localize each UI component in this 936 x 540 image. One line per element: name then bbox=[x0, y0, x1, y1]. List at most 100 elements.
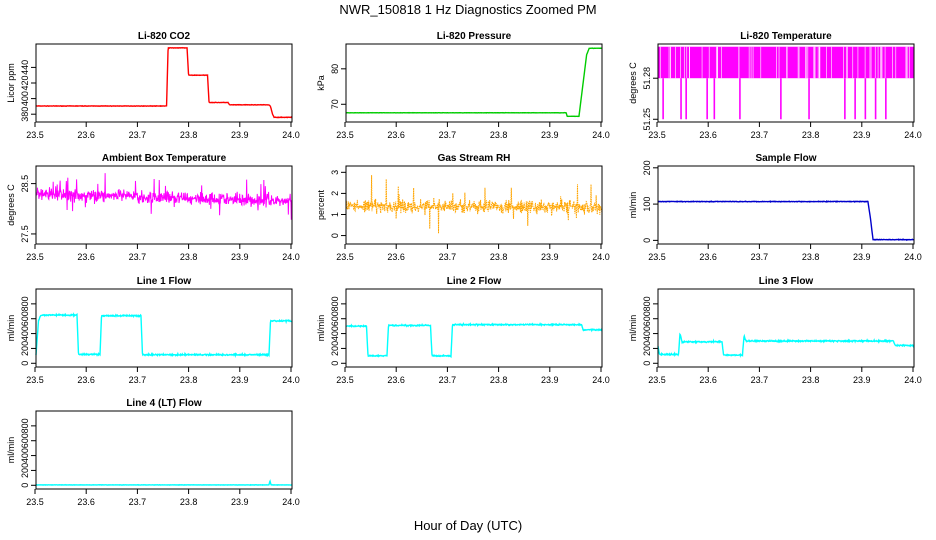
y-tick-label: 400 bbox=[642, 326, 652, 341]
x-tick-label: 23.9 bbox=[541, 252, 559, 262]
plot-frame bbox=[657, 43, 915, 123]
x-tick-label: 24.0 bbox=[282, 252, 300, 262]
y-tick-label: 800 bbox=[20, 296, 30, 311]
chart-panel-7: Line 1 Flow 23.5 23.6 23.7 23.8 23.9 24.0 0 2004… bbox=[6, 276, 300, 385]
x-tick-label: 23.6 bbox=[77, 497, 95, 507]
x-tick-label: 23.9 bbox=[853, 130, 871, 140]
chart-panel-8: Line 2 Flow 23.5 23.6 23.7 23.8 23.9 24.0 0 2004… bbox=[316, 276, 610, 385]
y-tick-label: 800 bbox=[642, 296, 652, 311]
x-tick-label: 23.8 bbox=[180, 497, 198, 507]
x-tick-label: 23.7 bbox=[751, 375, 769, 385]
x-tick-label: 23.6 bbox=[387, 375, 405, 385]
y-tick-label: 800 bbox=[20, 418, 30, 433]
x-tick-label: 23.8 bbox=[180, 130, 198, 140]
x-tick-label: 24.0 bbox=[282, 497, 300, 507]
y-tick-label: 3 bbox=[330, 170, 340, 175]
x-tick-label: 23.6 bbox=[77, 252, 95, 262]
x-tick-label: 23.8 bbox=[180, 252, 198, 262]
y-axis-label: Licor ppm bbox=[6, 63, 16, 103]
x-tick-label: 23.7 bbox=[751, 252, 769, 262]
x-tick-label: 23.5 bbox=[26, 375, 44, 385]
y-tick-label: 80 bbox=[330, 64, 340, 74]
y-tick-label: 400 bbox=[20, 91, 30, 106]
y-axis-label: percent bbox=[316, 189, 326, 220]
x-tick-label: 23.8 bbox=[490, 130, 508, 140]
plot-area bbox=[345, 47, 603, 118]
x-tick-label: 23.6 bbox=[387, 130, 405, 140]
plot-frame bbox=[35, 288, 293, 368]
chart-panel-3: Li-820 Temperature 23.5 23.6 23.7 23.8 23.9 24… bbox=[628, 31, 922, 140]
x-tick-label: 23.6 bbox=[699, 252, 717, 262]
y-tick-label: 420 bbox=[20, 75, 30, 90]
plot-area bbox=[658, 46, 914, 120]
y-axis-label: ml/min bbox=[628, 315, 638, 342]
y-axis-label: ml/min bbox=[6, 437, 16, 464]
series-line-1 bbox=[345, 322, 603, 359]
y-tick-label: 600 bbox=[20, 433, 30, 448]
y-axis-label: ml/min bbox=[628, 192, 638, 219]
x-tick-label: 23.8 bbox=[802, 375, 820, 385]
x-tick-label: 24.0 bbox=[592, 252, 610, 262]
y-tick-label: 200 bbox=[20, 341, 30, 356]
x-tick-label: 23.7 bbox=[751, 130, 769, 140]
x-tick-label: 23.7 bbox=[129, 497, 147, 507]
series-line-1 bbox=[345, 47, 603, 118]
panel-title: Line 1 Flow bbox=[137, 276, 192, 287]
y-tick-label: 0 bbox=[20, 361, 30, 366]
plot-area bbox=[35, 312, 293, 359]
y-tick-label: 70 bbox=[330, 99, 340, 109]
plot-frame bbox=[35, 165, 293, 245]
y-tick-label: 400 bbox=[20, 448, 30, 463]
x-tick-label: 23.6 bbox=[699, 130, 717, 140]
panel-title: Line 3 Flow bbox=[759, 276, 814, 287]
y-axis-label: ml/min bbox=[6, 315, 16, 342]
chart-panel-9: Line 3 Flow 23.5 23.6 23.7 23.8 23.9 24.0 0 2004… bbox=[628, 276, 922, 385]
series-line-1 bbox=[35, 173, 293, 220]
y-tick-label: 200 bbox=[642, 341, 652, 356]
series-line-1 bbox=[35, 46, 293, 119]
x-tick-label: 23.9 bbox=[853, 252, 871, 262]
plot-frame bbox=[35, 43, 293, 123]
plot-area bbox=[345, 175, 603, 234]
x-tick-label: 23.7 bbox=[439, 130, 457, 140]
plot-frame bbox=[345, 165, 603, 245]
y-tick-label: 0 bbox=[20, 483, 30, 488]
plot-frame bbox=[657, 288, 915, 368]
x-tick-label: 23.6 bbox=[77, 375, 95, 385]
plot-frame bbox=[345, 288, 603, 368]
y-tick-label: 400 bbox=[330, 326, 340, 341]
series-line-1 bbox=[345, 175, 603, 234]
y-axis-label: ml/min bbox=[316, 315, 326, 342]
x-tick-label: 23.9 bbox=[541, 375, 559, 385]
x-tick-label: 23.9 bbox=[541, 130, 559, 140]
x-tick-label: 24.0 bbox=[904, 375, 922, 385]
x-tick-label: 23.5 bbox=[336, 375, 354, 385]
x-tick-label: 23.6 bbox=[77, 130, 95, 140]
panel-title: Sample Flow bbox=[755, 153, 816, 164]
x-tick-label: 24.0 bbox=[282, 130, 300, 140]
y-tick-label: 27.5 bbox=[20, 225, 30, 243]
y-tick-label: 200 bbox=[642, 160, 652, 175]
x-tick-label: 23.8 bbox=[490, 375, 508, 385]
panel-title: Li-820 Temperature bbox=[740, 31, 832, 42]
panel-title: Line 4 (LT) Flow bbox=[126, 398, 202, 409]
plot-area bbox=[345, 322, 603, 359]
y-axis-label: degrees C bbox=[6, 184, 16, 226]
x-tick-label: 23.5 bbox=[26, 130, 44, 140]
y-tick-label: 800 bbox=[330, 296, 340, 311]
x-tick-label: 24.0 bbox=[904, 252, 922, 262]
y-axis-label: kPa bbox=[316, 75, 326, 91]
x-tick-label: 23.5 bbox=[26, 497, 44, 507]
x-tick-label: 23.9 bbox=[231, 252, 249, 262]
x-tick-label: 24.0 bbox=[904, 130, 922, 140]
x-tick-label: 23.8 bbox=[180, 375, 198, 385]
series-line-1 bbox=[35, 479, 293, 486]
plot-area bbox=[35, 479, 293, 486]
x-tick-label: 23.7 bbox=[439, 252, 457, 262]
x-tick-label: 23.8 bbox=[802, 130, 820, 140]
x-axis-label: Hour of Day (UTC) bbox=[413, 518, 523, 533]
panel-title: Ambient Box Temperature bbox=[102, 153, 227, 164]
chart-panel-5: Gas Stream RH 23.5 23.6 23.7 23.8 23.9 24.0 0 1 2… bbox=[316, 153, 610, 262]
x-tick-label: 23.5 bbox=[26, 252, 44, 262]
